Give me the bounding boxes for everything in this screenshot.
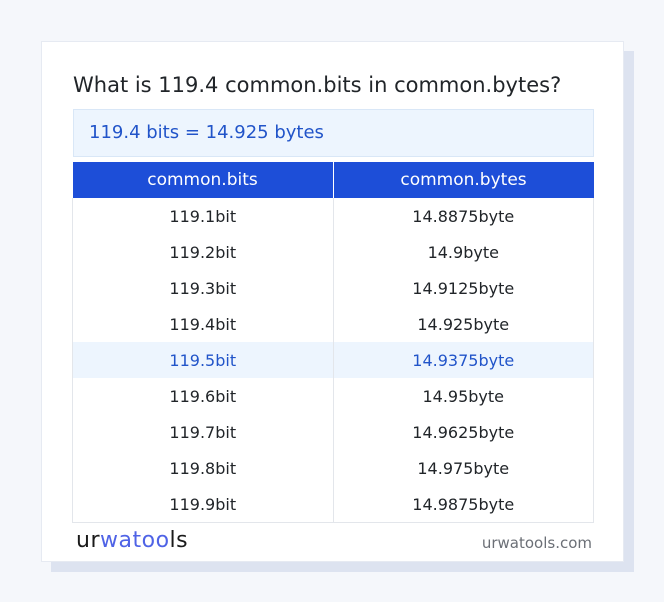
conversion-table: common.bits common.bytes 119.1bit 14.8875…	[72, 162, 594, 523]
bits-cell: 119.1bit	[72, 198, 334, 234]
table-row: 119.8bit 14.975byte	[72, 450, 594, 486]
bytes-cell: 14.9375byte	[332, 342, 594, 378]
bytes-cell: 14.9875byte	[332, 486, 594, 523]
column-header-bits: common.bits	[72, 162, 333, 198]
converter-card: What is 119.4 common.bits in common.byte…	[41, 41, 624, 562]
bytes-cell: 14.925byte	[332, 306, 594, 342]
column-header-bytes: common.bytes	[332, 162, 594, 198]
bytes-cell: 14.95byte	[332, 378, 594, 414]
bytes-cell: 14.9625byte	[332, 414, 594, 450]
bits-cell: 119.8bit	[72, 450, 334, 486]
table-row: 119.9bit 14.9875byte	[72, 486, 594, 523]
bytes-cell: 14.8875byte	[332, 198, 594, 234]
table-row: 119.6bit 14.95byte	[72, 378, 594, 414]
bits-cell: 119.6bit	[72, 378, 334, 414]
table-row: 119.2bit 14.9byte	[72, 234, 594, 270]
bits-cell: 119.4bit	[72, 306, 334, 342]
table-row: 119.1bit 14.8875byte	[72, 198, 594, 234]
bits-cell: 119.3bit	[72, 270, 334, 306]
result-box: 119.4 bits = 14.925 bytes	[73, 109, 594, 157]
bytes-cell: 14.9125byte	[332, 270, 594, 306]
table-row: 119.3bit 14.9125byte	[72, 270, 594, 306]
page-title: What is 119.4 common.bits in common.byte…	[73, 73, 562, 97]
site-link[interactable]: urwatools.com	[481, 534, 592, 552]
table-row: 119.7bit 14.9625byte	[72, 414, 594, 450]
table-row: 119.5bit 14.9375byte	[72, 342, 594, 378]
bits-cell: 119.9bit	[72, 486, 334, 523]
table-row: 119.4bit 14.925byte	[72, 306, 594, 342]
urwatools-logo[interactable]: urwatools	[76, 528, 189, 553]
bytes-cell: 14.9byte	[332, 234, 594, 270]
bits-cell: 119.7bit	[72, 414, 334, 450]
bytes-cell: 14.975byte	[332, 450, 594, 486]
bits-cell: 119.5bit	[72, 342, 334, 378]
bits-cell: 119.2bit	[72, 234, 334, 270]
